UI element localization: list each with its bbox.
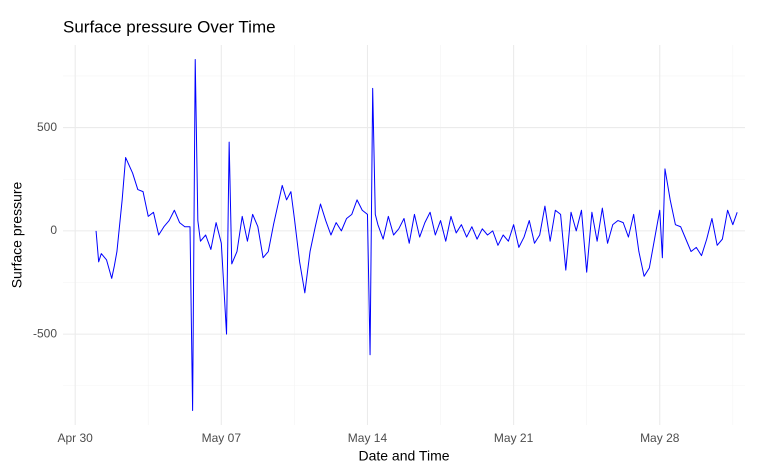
y-axis-title: Surface pressure: [9, 181, 25, 288]
chart-title: Surface pressure Over Time: [63, 17, 276, 36]
data-line: [95, 58, 738, 412]
x-tick-label: May 07: [202, 431, 242, 445]
x-tick-label: May 28: [640, 431, 680, 445]
grid: [63, 45, 745, 425]
x-tick-label: May 14: [348, 431, 388, 445]
x-tick-label: Apr 30: [57, 431, 93, 445]
y-tick-label: 500: [37, 120, 57, 134]
x-axis-title: Date and Time: [358, 448, 449, 464]
y-tick-label: 0: [50, 223, 57, 237]
x-tick-label: May 21: [494, 431, 534, 445]
plot: [95, 58, 738, 412]
y-tick-label: -500: [33, 326, 57, 340]
